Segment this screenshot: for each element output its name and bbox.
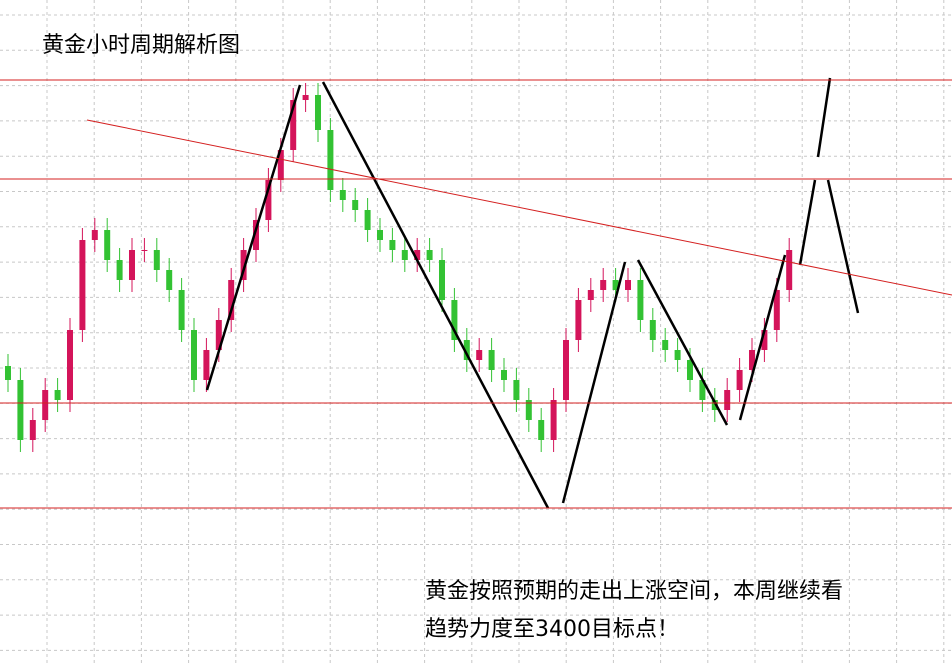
candle-body (240, 250, 247, 280)
candle-body (637, 280, 644, 320)
candles (5, 83, 793, 452)
stroke (738, 254, 787, 421)
candle-body (389, 240, 396, 250)
candle-body (724, 390, 731, 410)
candle-body (5, 366, 11, 380)
candle-body (141, 250, 148, 251)
candle-body (277, 150, 284, 180)
candle-body (761, 330, 768, 350)
candle-body (773, 290, 780, 330)
candle-body (786, 250, 793, 290)
candle-body (315, 95, 321, 130)
candle-body (587, 290, 594, 300)
candle-body (17, 380, 24, 440)
candle-body (352, 200, 359, 210)
candle-body (203, 350, 210, 380)
candle-body (575, 300, 582, 340)
candle-body (215, 320, 222, 350)
stroke (636, 259, 729, 426)
candle-body (116, 260, 123, 280)
candle-body (513, 380, 520, 400)
candle-body (649, 320, 656, 340)
candle-body (426, 250, 433, 260)
candle-body (104, 230, 111, 260)
candle-body (364, 210, 371, 230)
candle-body (290, 100, 297, 150)
candle-body (600, 280, 607, 290)
stroke (798, 179, 817, 266)
chart-title: 黄金小时周期解析图 (42, 33, 240, 58)
candle-body (563, 340, 569, 400)
candle-body (191, 330, 197, 380)
candle-body (463, 340, 470, 360)
candle-body (736, 370, 743, 390)
candle-body (476, 350, 483, 360)
candle-body (439, 260, 445, 300)
candle-body (265, 180, 272, 220)
candle-body (401, 250, 408, 260)
candle-body (29, 420, 36, 440)
candle-body (54, 390, 61, 400)
candle-body (302, 95, 309, 100)
candle-body (327, 130, 334, 190)
candle-body (91, 230, 98, 240)
annotation: 黄金按照预期的走出上涨空间，本周继续看 (425, 579, 843, 604)
candle-body (178, 290, 185, 330)
candle-body (228, 280, 235, 320)
candle-body (79, 240, 86, 330)
candle-body (414, 250, 421, 260)
stroke (816, 77, 832, 158)
candle-body (525, 400, 532, 420)
candle-body (625, 280, 631, 290)
candle-body (451, 300, 458, 340)
candle-body (687, 360, 693, 380)
candle-body (612, 280, 619, 290)
candle-body (67, 330, 73, 400)
candle-body (550, 400, 557, 440)
candle-body (488, 350, 495, 370)
candle-body (42, 390, 49, 420)
candle-body (253, 220, 259, 250)
drawn-lines (205, 77, 860, 509)
candle-body (166, 270, 173, 290)
candle-body (377, 230, 383, 240)
candle-body (129, 250, 135, 280)
stroke (826, 179, 860, 314)
trend-line (86, 119, 952, 296)
candle-body (674, 350, 681, 360)
candle-body (699, 380, 706, 400)
annotation: 趋势力度至3400目标点！ (425, 617, 679, 642)
candle-body (538, 420, 545, 440)
stroke (561, 261, 627, 504)
stroke (321, 81, 550, 509)
stroke (205, 84, 302, 391)
candle-body (153, 250, 160, 270)
candle-body (501, 370, 507, 380)
candle-body (662, 340, 669, 350)
candle-body (749, 350, 755, 370)
candle-body (339, 190, 346, 200)
